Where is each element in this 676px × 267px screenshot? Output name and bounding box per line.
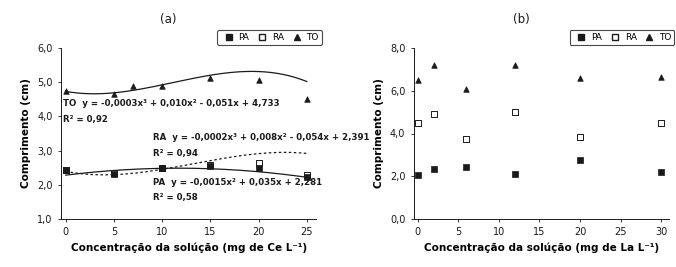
Point [656, 121, 667, 125]
Point [656, 170, 667, 175]
Text: PA  y = -0,0015x² + 0,035x + 2,281: PA y = -0,0015x² + 0,035x + 2,281 [153, 178, 322, 187]
Point [254, 78, 264, 82]
Point [412, 78, 423, 82]
Point [60, 168, 71, 172]
Legend: PA, RA, TO: PA, RA, TO [217, 30, 322, 45]
Point [108, 172, 119, 176]
Point [254, 166, 264, 171]
Point [301, 175, 312, 179]
Point [412, 173, 423, 177]
Point [461, 87, 472, 91]
Point [429, 63, 439, 67]
Y-axis label: Comprimento (cm): Comprimento (cm) [22, 78, 32, 189]
Point [461, 165, 472, 169]
Text: TO  y = -0,0003x³ + 0,010x² - 0,051x + 4,733: TO y = -0,0003x³ + 0,010x² - 0,051x + 4,… [64, 99, 280, 108]
Point [575, 76, 585, 80]
Point [510, 110, 521, 114]
Text: R² = 0,92: R² = 0,92 [64, 115, 108, 124]
Point [656, 75, 667, 79]
Point [254, 161, 264, 165]
Point [429, 167, 439, 171]
Text: (a): (a) [160, 13, 176, 26]
Point [60, 89, 71, 93]
Point [108, 92, 119, 96]
X-axis label: Concentração da solúção (mg de La L⁻¹): Concentração da solúção (mg de La L⁻¹) [424, 243, 659, 253]
Point [157, 166, 168, 170]
Point [205, 163, 216, 167]
Point [205, 164, 216, 168]
Point [575, 158, 585, 162]
Point [157, 166, 168, 171]
Point [301, 97, 312, 101]
Point [412, 121, 423, 125]
Point [60, 168, 71, 172]
Point [429, 112, 439, 116]
Point [575, 135, 585, 139]
Point [205, 76, 216, 80]
Point [108, 171, 119, 175]
Point [128, 84, 139, 88]
Point [301, 172, 312, 177]
Text: RA  y = -0,0002x³ + 0,008x² - 0,054x + 2,391: RA y = -0,0002x³ + 0,008x² - 0,054x + 2,… [153, 134, 369, 143]
Legend: PA, RA, TO: PA, RA, TO [570, 30, 675, 45]
Point [461, 137, 472, 141]
Y-axis label: Comprimento (cm): Comprimento (cm) [375, 78, 384, 189]
Point [510, 63, 521, 67]
Text: (b): (b) [512, 13, 529, 26]
Text: R² = 0,94: R² = 0,94 [153, 149, 198, 158]
Point [510, 172, 521, 176]
Text: R² = 0,58: R² = 0,58 [153, 193, 197, 202]
X-axis label: Concentração da solúção (mg de Ce L⁻¹): Concentração da solúção (mg de Ce L⁻¹) [70, 243, 307, 253]
Point [157, 84, 168, 88]
